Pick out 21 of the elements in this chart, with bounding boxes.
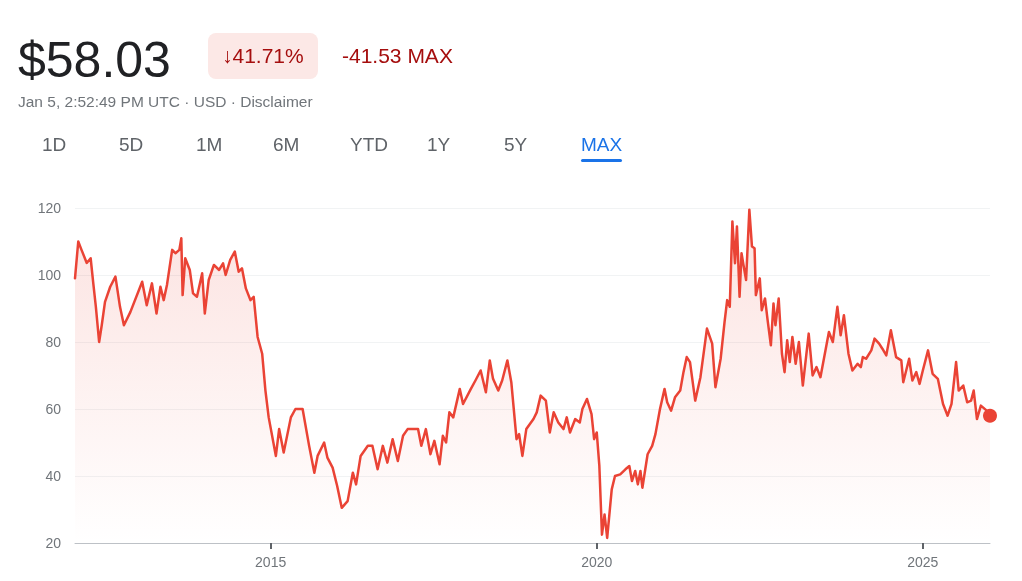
text: 5D (119, 134, 144, 156)
text: ↓41.71% (208, 33, 318, 79)
text: YTD (350, 134, 388, 156)
y-tick-label: 60 (45, 401, 62, 417)
y-tick-label: 40 (45, 468, 62, 484)
text: -41.53 MAX (342, 43, 453, 69)
chart-title: $58.03 (18, 31, 171, 90)
x-tick-label: 2020 (581, 554, 613, 570)
x-tick-label: 2025 (907, 554, 939, 570)
text: 1D (42, 134, 67, 156)
text: 5Y (504, 134, 528, 156)
chart-subtitle: Jan 5, 2:52:49 PM UTC · USD · Disclaimer (18, 93, 313, 111)
text: 1M (196, 134, 223, 156)
y-tick-label: 100 (37, 267, 62, 283)
y-tick-label: 80 (45, 334, 62, 350)
text: MAX (581, 134, 623, 157)
text: 6M (273, 134, 300, 156)
y-tick-label: 120 (37, 200, 62, 216)
y-tick-label: 20 (45, 535, 62, 551)
x-tick-label: 2015 (255, 554, 287, 570)
text: 1Y (427, 134, 451, 156)
